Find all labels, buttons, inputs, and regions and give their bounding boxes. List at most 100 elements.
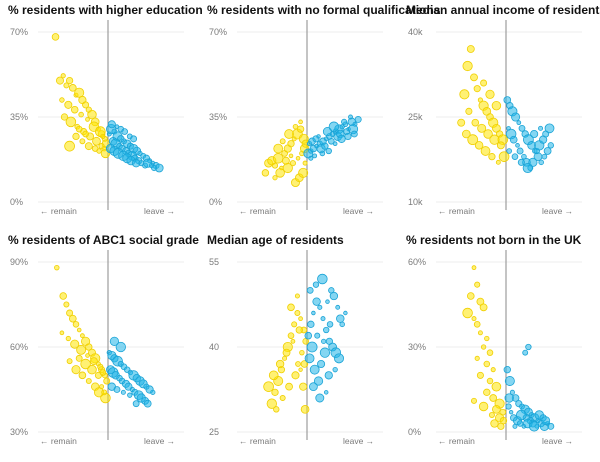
chart-panel-2: % residents with no formal qualification… <box>207 3 441 216</box>
remain-point <box>78 111 84 118</box>
remain-point <box>71 365 81 375</box>
leave-point <box>516 420 524 427</box>
remain-point <box>273 143 284 154</box>
chart-title: % residents of ABC1 social grade <box>8 233 199 247</box>
remain-point <box>99 384 105 390</box>
leave-point <box>132 400 140 408</box>
remain-point <box>275 168 285 178</box>
remain-point <box>462 60 473 72</box>
remain-point <box>76 344 87 355</box>
leave-point <box>319 347 331 358</box>
leave-point <box>332 141 338 147</box>
remain-point <box>64 100 73 109</box>
remain-point <box>285 382 293 391</box>
leave-point <box>525 343 532 351</box>
remain-point <box>465 107 473 115</box>
y-tick-label: 30% <box>408 342 426 352</box>
remain-point <box>498 151 510 162</box>
leave-point <box>547 142 555 149</box>
remain-point <box>471 265 477 271</box>
leave-point <box>522 162 533 174</box>
remain-point <box>272 175 278 181</box>
y-tick-label: 60% <box>10 342 28 352</box>
y-tick-label: 0% <box>10 197 23 207</box>
leave-point <box>354 115 362 123</box>
leave-point <box>522 349 529 356</box>
remain-point <box>87 109 97 120</box>
remain-point <box>476 371 484 379</box>
leave-direction-label: leave → <box>343 206 374 216</box>
remain-point <box>68 84 77 92</box>
leave-point <box>508 409 514 415</box>
remain-point <box>75 354 83 362</box>
leave-point <box>329 291 339 301</box>
remain-point <box>473 85 481 93</box>
remain-point <box>74 87 85 98</box>
leave-point <box>150 389 156 395</box>
remain-point <box>60 73 66 79</box>
leave-point <box>504 376 515 386</box>
remain-point <box>82 101 90 109</box>
remain-point <box>282 348 291 357</box>
chart-panel-5: Median age of residents 55 40 25 ← remain lea… <box>207 233 383 446</box>
remain-point <box>65 76 74 85</box>
leave-point <box>121 128 128 135</box>
remain-point <box>279 395 286 401</box>
remain-point <box>70 339 80 349</box>
remain-point <box>457 118 466 127</box>
remain-point <box>85 343 93 351</box>
leave-point <box>530 129 539 139</box>
leave-point <box>307 320 315 329</box>
leave-point <box>304 331 313 340</box>
remain-point <box>72 321 80 328</box>
y-tick-label: 30% <box>10 427 28 437</box>
remain-point <box>299 349 305 356</box>
leave-point <box>311 310 316 316</box>
leave-point <box>323 326 330 334</box>
leave-point <box>127 392 133 398</box>
remain-point <box>488 153 496 161</box>
remain-point <box>298 119 303 125</box>
remain-point <box>483 360 491 368</box>
remain-direction-label: ← remain <box>438 206 475 216</box>
remain-point <box>287 140 295 148</box>
remain-point <box>490 367 496 373</box>
remain-point <box>462 129 471 139</box>
leave-point <box>528 421 540 432</box>
y-tick-label: 40 <box>209 342 219 352</box>
chart-title: % residents not born in the UK <box>406 233 582 247</box>
leave-point <box>509 135 518 144</box>
remain-point <box>284 129 294 139</box>
remain-point <box>491 100 502 111</box>
leave-point <box>506 148 512 154</box>
leave-point <box>312 281 320 288</box>
remain-point <box>56 76 64 85</box>
remain-point <box>295 361 301 367</box>
remain-point <box>480 344 487 350</box>
leave-point <box>325 147 332 155</box>
leave-point <box>335 304 341 310</box>
leave-point <box>315 393 325 403</box>
remain-point <box>92 136 101 146</box>
remain-point <box>75 125 83 133</box>
leave-point <box>323 390 329 395</box>
remain-point <box>263 381 274 392</box>
remain-point <box>480 79 488 87</box>
leave-point <box>503 365 511 374</box>
remain-point <box>474 355 480 361</box>
remain-point <box>76 327 82 333</box>
remain-point <box>489 394 498 402</box>
leave-point <box>308 155 314 161</box>
leave-point <box>328 121 340 132</box>
leave-point <box>319 150 326 157</box>
leave-point <box>321 142 329 150</box>
leave-point <box>348 114 353 120</box>
remain-point <box>54 264 60 271</box>
remain-point <box>485 89 495 99</box>
chart-title: % residents with no formal qualification… <box>207 3 441 17</box>
remain-point <box>492 404 501 414</box>
remain-point <box>80 333 85 339</box>
leave-point <box>538 125 544 131</box>
remain-point <box>66 358 73 365</box>
